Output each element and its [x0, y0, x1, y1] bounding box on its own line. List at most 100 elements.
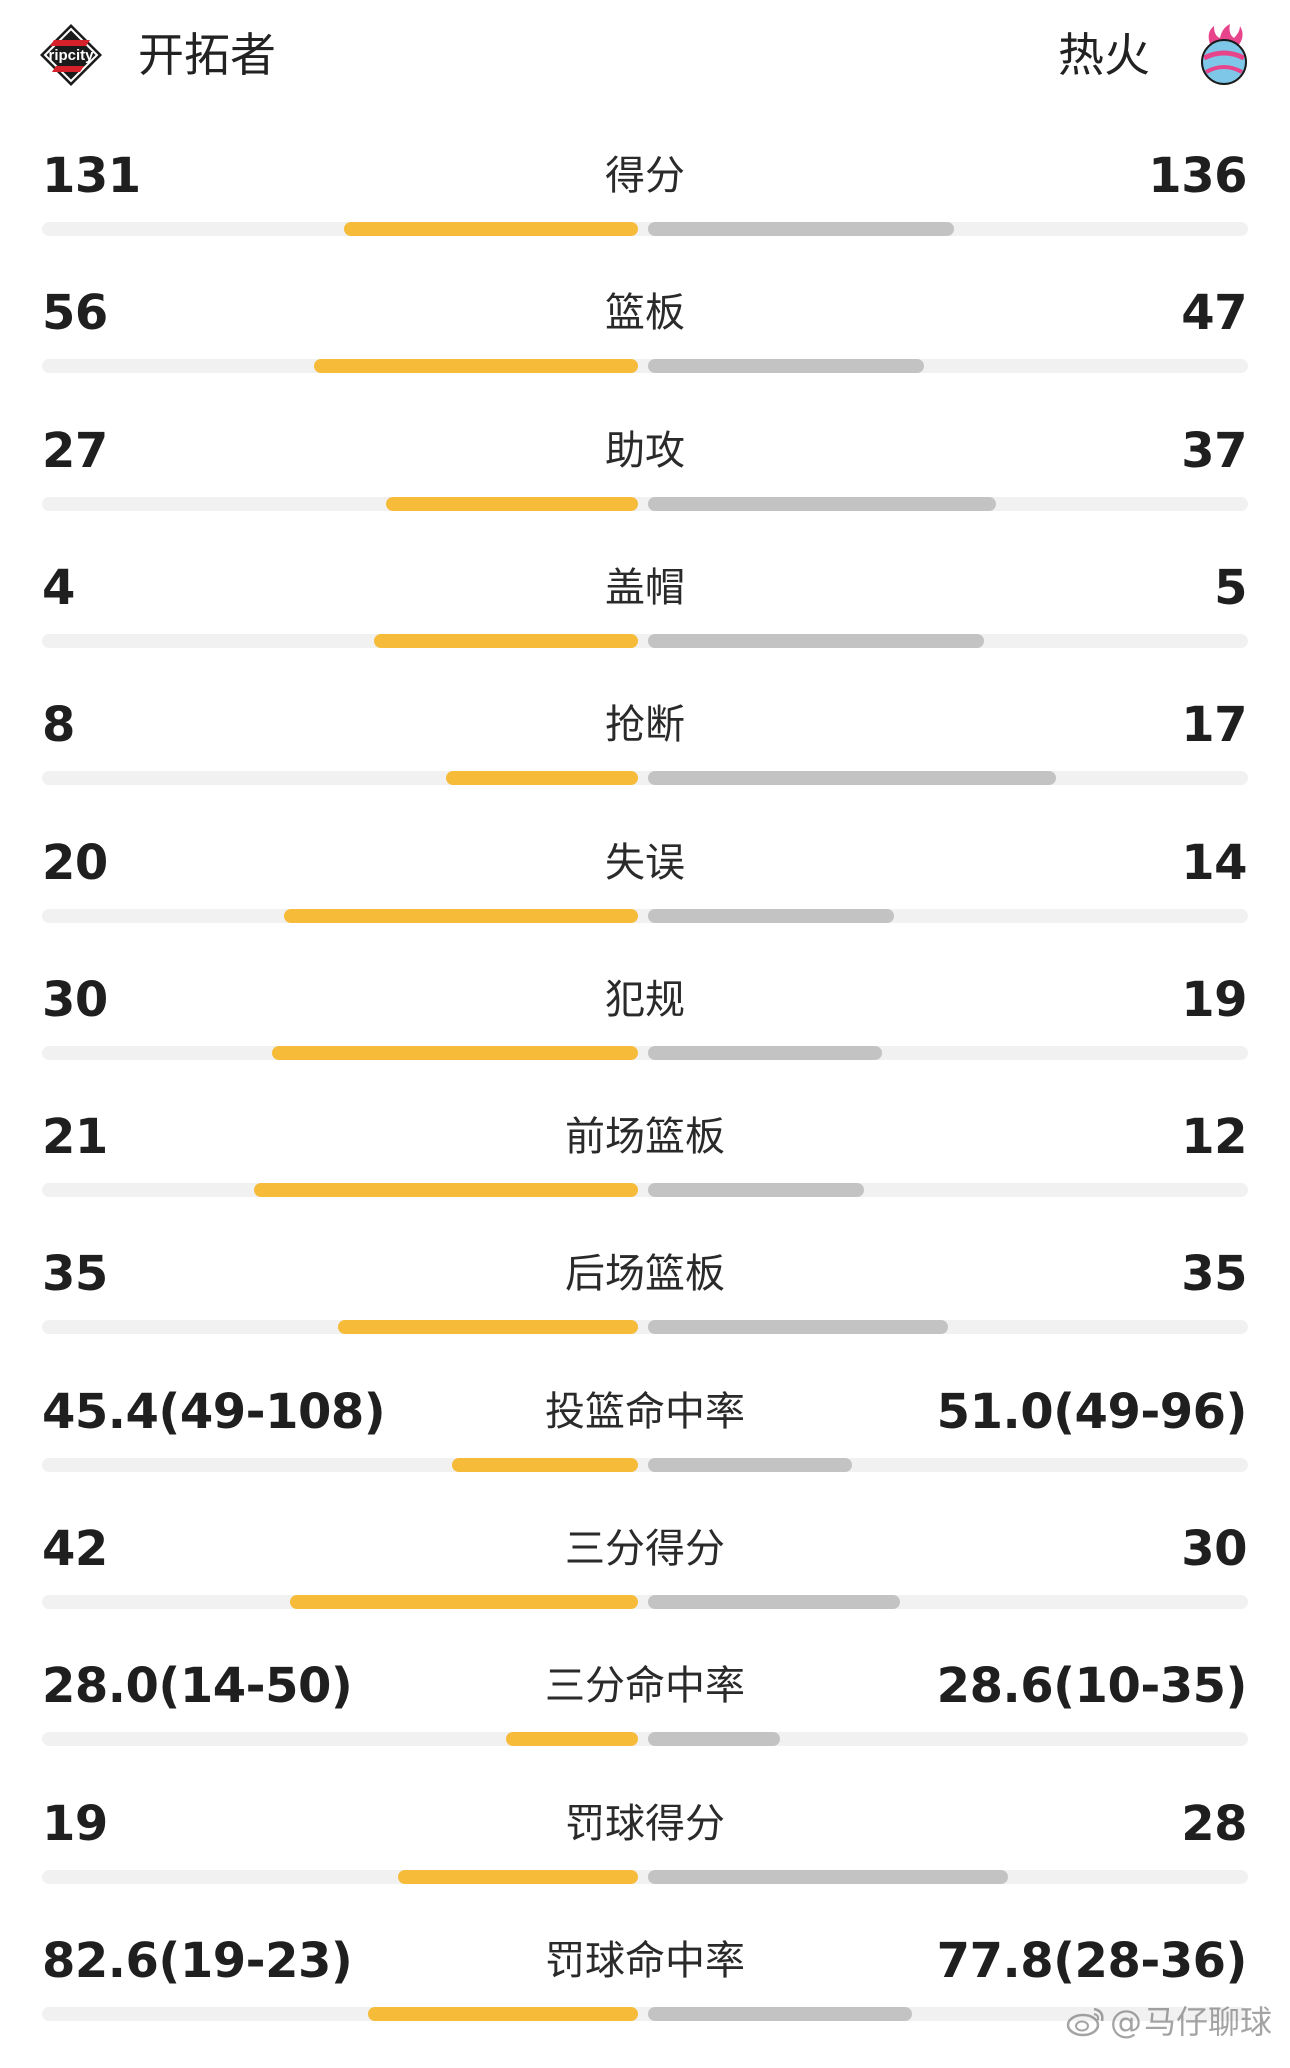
stat-label: 罚球得分 [565, 1800, 725, 1847]
left-team-value: 42 [42, 1521, 108, 1577]
left-team-value: 131 [42, 148, 141, 204]
right-team-bar [648, 1320, 948, 1335]
left-team-name: 开拓者 [138, 28, 276, 82]
right-team-value: 47 [1181, 285, 1247, 342]
stat-row: 45.4(49-108) 投篮命中率 51.0(49-96) [0, 1382, 1290, 1519]
stat-row: 28.0(14-50) 三分命中率 28.6(10-35) [0, 1656, 1290, 1793]
stat-bar-track [42, 222, 1248, 236]
stat-label: 篮板 [605, 290, 685, 337]
right-team-bar [648, 1045, 882, 1060]
stat-bar-track [42, 1320, 1248, 1335]
stat-bar-track [42, 496, 1248, 511]
stat-bar-track [42, 1045, 1248, 1060]
left-team-bar [446, 771, 638, 786]
stat-label: 抢断 [605, 702, 685, 749]
stat-bar-track [42, 359, 1248, 374]
right-team-bar [648, 1457, 852, 1472]
right-team-value: 5 [1214, 559, 1247, 616]
left-team-value: 28.0(14-50) [42, 1658, 353, 1715]
left-team-value: 4 [42, 559, 75, 616]
weibo-logo-icon [1066, 2007, 1104, 2037]
stat-label: 三分得分 [565, 1526, 725, 1572]
left-team-value: 82.6(19-23) [42, 1932, 353, 1989]
stat-label: 后场篮板 [565, 1251, 725, 1298]
stat-bar-track [42, 1457, 1248, 1472]
trail-blazers-logo-icon[interactable]: ripcity [38, 22, 104, 88]
right-team-value: 19 [1181, 971, 1247, 1028]
stat-label: 得分 [605, 153, 685, 199]
stat-bar-track [42, 771, 1248, 786]
left-team-bar [398, 1869, 638, 1884]
stat-bar-track [42, 1595, 1248, 1609]
stat-row: 35 后场篮板 35 [0, 1244, 1290, 1381]
left-team-bar [290, 1595, 638, 1609]
left-team-bar [452, 1457, 638, 1472]
stat-label: 盖帽 [605, 564, 685, 611]
watermark-at: @ [1109, 2003, 1142, 2041]
stat-label: 三分命中率 [545, 1663, 745, 1710]
stat-row: 56 篮板 47 [0, 283, 1290, 420]
left-team-bar [314, 359, 638, 374]
right-team-name: 热火 [1058, 28, 1150, 82]
stat-label: 罚球命中率 [545, 1937, 745, 1984]
left-team-value: 30 [42, 971, 108, 1028]
left-team-value: 45.4(49-108) [42, 1383, 386, 1440]
stat-row: 27 助攻 37 [0, 421, 1290, 558]
left-team-bar [368, 2006, 638, 2021]
right-team-bar [648, 359, 924, 374]
right-team-bar [648, 2006, 912, 2021]
left-team-bar [386, 496, 638, 511]
right-team-value: 77.8(28-36) [936, 1932, 1248, 1989]
left-team-bar [284, 908, 638, 923]
heat-logo-icon[interactable] [1190, 22, 1256, 88]
left-team-value: 56 [42, 285, 108, 342]
right-team-value: 51.0(49-96) [936, 1383, 1248, 1440]
stat-bar-track [42, 1732, 1248, 1747]
right-team-bar [648, 633, 984, 648]
stat-label: 失误 [605, 839, 685, 886]
watermark: @马仔聊球 [1066, 2002, 1272, 2042]
stat-bar-track [42, 2006, 1248, 2021]
left-team-bar [506, 1732, 638, 1747]
stat-row: 42 三分得分 30 [0, 1519, 1290, 1656]
team-header: ripcity 开拓者 热火 [0, 0, 1290, 110]
stat-row: 19 罚球得分 28 [0, 1794, 1290, 1931]
right-team-value: 30 [1181, 1521, 1247, 1577]
stat-label: 前场篮板 [565, 1114, 725, 1161]
stat-row: 131 得分 136 [0, 146, 1290, 283]
left-team-bar [254, 1183, 638, 1198]
left-team-value: 8 [42, 697, 75, 754]
watermark-text: 马仔聊球 [1143, 2003, 1272, 2041]
left-team-value: 20 [42, 834, 108, 891]
right-team-bar [648, 1183, 864, 1198]
right-team-value: 12 [1181, 1109, 1247, 1166]
left-team-value: 19 [42, 1795, 108, 1852]
stat-label: 犯规 [605, 976, 685, 1023]
left-team-bar [272, 1045, 638, 1060]
stat-row: 20 失误 14 [0, 833, 1290, 970]
stat-label: 投篮命中率 [545, 1388, 745, 1435]
right-team-value: 28.6(10-35) [936, 1658, 1248, 1715]
svg-text:ripcity: ripcity [48, 47, 94, 64]
right-team-bar [648, 1732, 780, 1747]
right-team-bar [648, 222, 954, 236]
stat-bar-track [42, 1869, 1248, 1884]
left-team-value: 27 [42, 422, 108, 479]
stat-row: 21 前场篮板 12 [0, 1107, 1290, 1244]
stat-bar-track [42, 633, 1248, 648]
stat-bar-track [42, 1183, 1248, 1198]
stat-row: 30 犯规 19 [0, 970, 1290, 1107]
stat-row: 82.6(19-23) 罚球命中率 77.8(28-36) [0, 1931, 1290, 2068]
stat-row: 8 抢断 17 [0, 695, 1290, 832]
stat-bar-track [42, 908, 1248, 923]
right-team-value: 136 [1148, 148, 1247, 204]
right-team-value: 17 [1181, 697, 1247, 754]
right-team-value: 28 [1181, 1795, 1247, 1852]
left-team-bar [338, 1320, 638, 1335]
right-team-value: 37 [1181, 422, 1247, 479]
stat-row: 4 盖帽 5 [0, 558, 1290, 695]
left-team-value: 35 [42, 1246, 108, 1303]
left-team-bar [374, 633, 638, 648]
right-team-value: 35 [1181, 1246, 1247, 1303]
right-team-value: 14 [1181, 834, 1247, 891]
